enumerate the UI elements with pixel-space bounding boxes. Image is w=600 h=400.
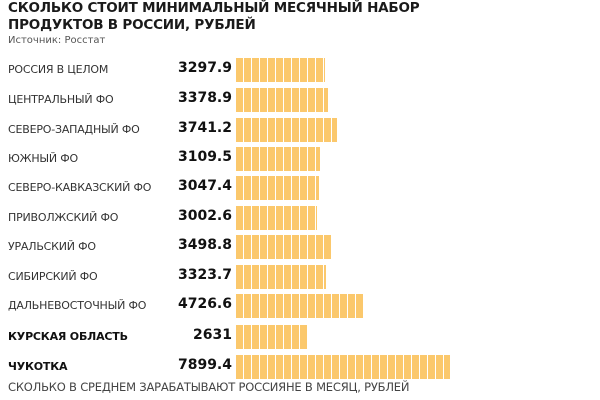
bar	[236, 58, 326, 82]
chart-title: СКОЛЬКО СТОИТ МИНИМАЛЬНЫЙ МЕСЯЧНЫЙ НАБОР…	[8, 0, 420, 33]
bar	[236, 265, 327, 289]
chart-source: Источник: Росстат	[8, 35, 106, 46]
category-label: СИБИРСКИЙ ФО	[8, 270, 98, 283]
bar	[236, 176, 319, 200]
value-label: 3741.2	[177, 120, 232, 136]
bar-row: СИБИРСКИЙ ФО 3323.7	[0, 265, 600, 289]
bar-row: СЕВЕРО-КАВКАЗСКИЙ ФО 3047.4	[0, 176, 600, 200]
value-label: 3498.8	[177, 237, 232, 253]
value-label: 3378.9	[177, 90, 232, 106]
category-label: ЮЖНЫЙ ФО	[8, 152, 78, 165]
category-label: РОССИЯ В ЦЕЛОМ	[8, 63, 109, 76]
category-label: ДАЛЬНЕВОСТОЧНЫЙ ФО	[8, 299, 147, 312]
bar	[236, 325, 308, 349]
bar	[236, 355, 450, 379]
bar-row: СЕВЕРО-ЗАПАДНЫЙ ФО 3741.2	[0, 118, 600, 142]
value-label: 7899.4	[177, 357, 232, 373]
value-label: 3109.5	[177, 149, 232, 165]
bar-row: ДАЛЬНЕВОСТОЧНЫЙ ФО 4726.6	[0, 294, 600, 318]
value-label: 4726.6	[177, 296, 232, 312]
category-label: СЕВЕРО-КАВКАЗСКИЙ ФО	[8, 181, 152, 194]
category-label: КУРСКАЯ ОБЛАСТЬ	[8, 330, 128, 343]
bar-row: ЦЕНТРАЛЬНЫЙ ФО 3378.9	[0, 88, 600, 112]
bar	[236, 235, 331, 259]
value-label: 2631	[193, 327, 232, 343]
category-label: ЦЕНТРАЛЬНЫЙ ФО	[8, 93, 114, 106]
next-chart-title: СКОЛЬКО В СРЕДНЕМ ЗАРАБАТЫВАЮТ РОССИЯНЕ …	[8, 380, 410, 394]
bar-row: УРАЛЬСКИЙ ФО 3498.8	[0, 235, 600, 259]
bar-row: ЮЖНЫЙ ФО 3109.5	[0, 147, 600, 171]
value-label: 3297.9	[177, 60, 232, 76]
bar-row: РОССИЯ В ЦЕЛОМ 3297.9	[0, 58, 600, 82]
bar	[236, 147, 321, 171]
category-label: УРАЛЬСКИЙ ФО	[8, 240, 96, 253]
bar	[236, 294, 365, 318]
bar	[236, 206, 318, 230]
category-label: ЧУКОТКА	[8, 360, 68, 373]
bar-row: КУРСКАЯ ОБЛАСТЬ 2631	[0, 325, 600, 349]
value-label: 3323.7	[177, 267, 232, 283]
category-label: СЕВЕРО-ЗАПАДНЫЙ ФО	[8, 123, 140, 136]
bar-row: ПРИВОЛЖСКИЙ ФО 3002.6	[0, 206, 600, 230]
bar	[236, 88, 328, 112]
bar-row: ЧУКОТКА 7899.4	[0, 355, 600, 379]
value-label: 3047.4	[177, 178, 232, 194]
value-label: 3002.6	[177, 208, 232, 224]
bar	[236, 118, 338, 142]
category-label: ПРИВОЛЖСКИЙ ФО	[8, 211, 119, 224]
